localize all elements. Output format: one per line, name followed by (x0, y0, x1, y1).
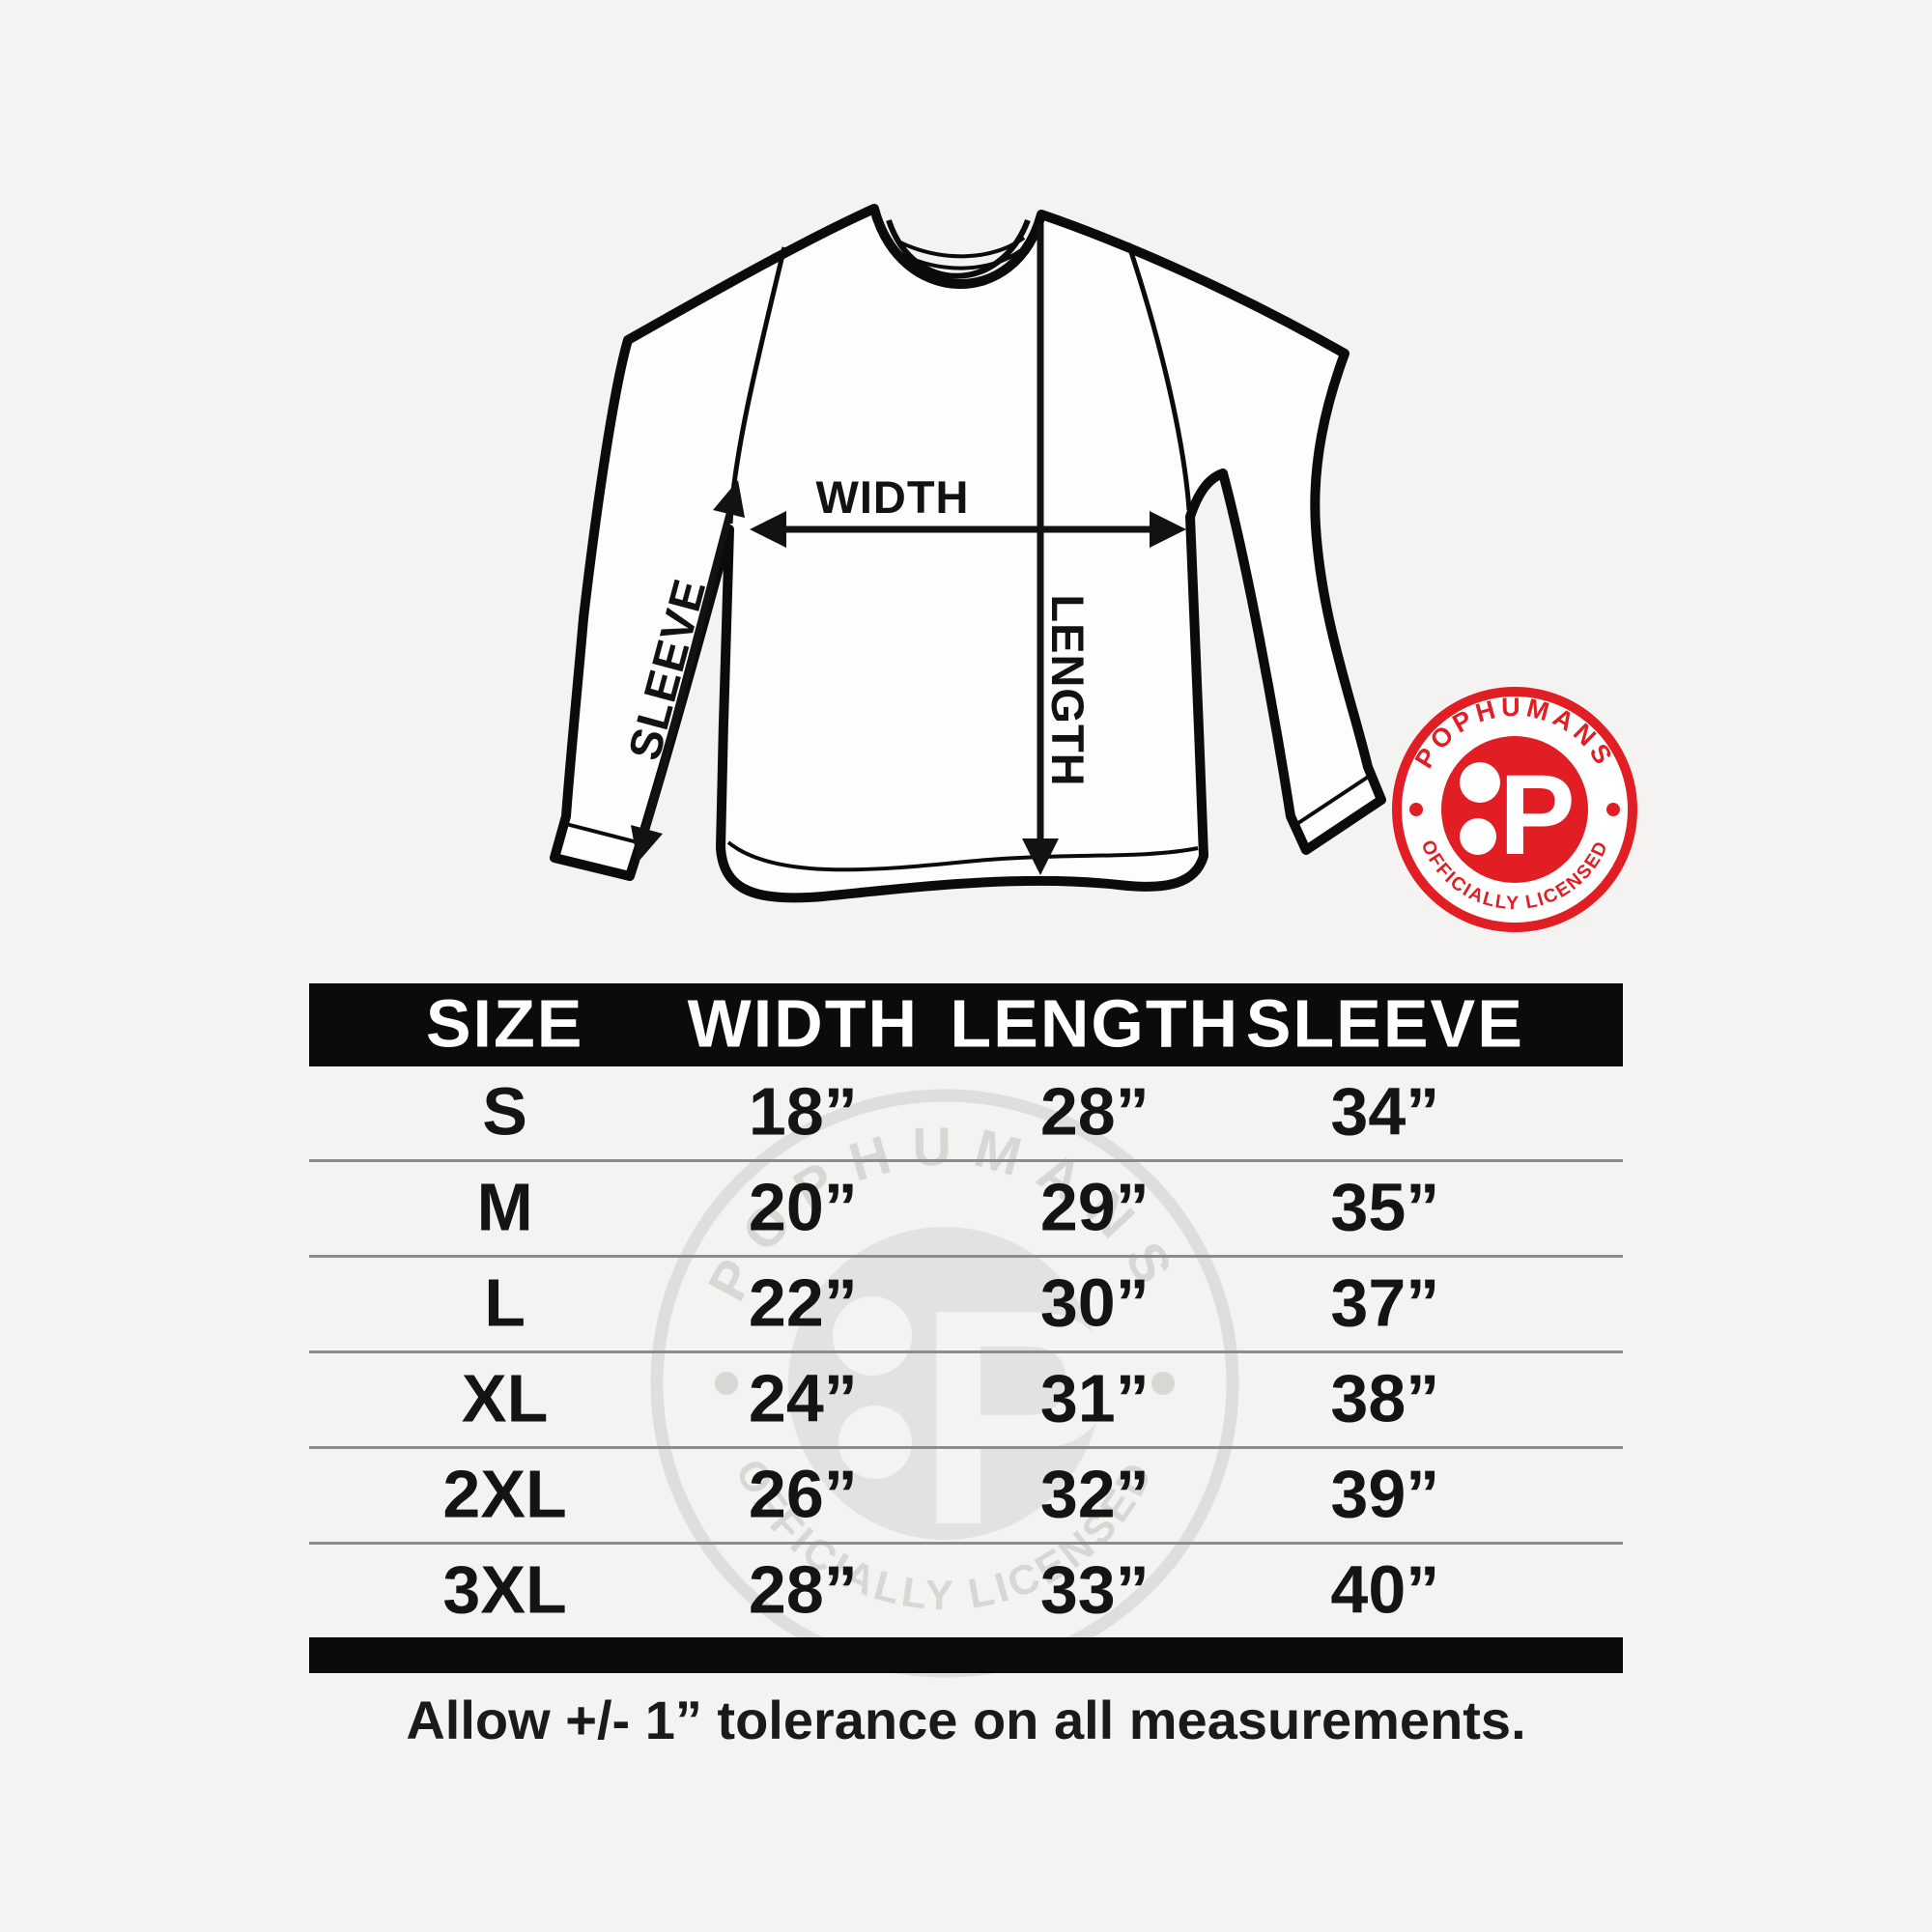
brand-badge: P POPHUMANS OFFICIALLY LICENSED (1392, 687, 1637, 932)
shirt-silhouette (550, 204, 1386, 903)
table-row-m: M 20” 29” 35” (309, 1162, 1623, 1258)
cell-sleeve: 35” (1330, 1169, 1440, 1245)
width-label: WIDTH (815, 471, 969, 523)
cell-length: 33” (1039, 1551, 1150, 1628)
cell-length: 31” (1039, 1360, 1150, 1436)
header-cell-size: SIZE (425, 985, 584, 1062)
cell-size: M (476, 1169, 533, 1245)
cell-size: XL (461, 1360, 549, 1436)
header-cell-length: LENGTH (950, 985, 1240, 1062)
cell-size: 3XL (442, 1551, 567, 1628)
table-row-s: S 18” 28” 34” (309, 1066, 1623, 1162)
table-row-2xl: 2XL 26” 32” 39” (309, 1449, 1623, 1545)
sleeve-arrow (631, 480, 745, 863)
cell-sleeve: 38” (1330, 1360, 1440, 1436)
size-table: SIZE WIDTH LENGTH SLEEVE S 18” 28” 34” M… (309, 983, 1623, 1673)
width-arrow (750, 511, 1186, 548)
header-cell-width: WIDTH (687, 985, 920, 1062)
table-row-xl: XL 24” 31” 38” (309, 1353, 1623, 1449)
cell-sleeve: 39” (1330, 1456, 1440, 1532)
cell-length: 32” (1039, 1456, 1150, 1532)
cell-size: S (482, 1073, 527, 1150)
cell-size: 2XL (442, 1456, 567, 1532)
tolerance-note: Allow +/- 1” tolerance on all measuremen… (406, 1690, 1526, 1750)
table-row-l: L 22” 30” 37” (309, 1258, 1623, 1353)
cell-width: 26” (748, 1456, 858, 1532)
cell-width: 22” (748, 1264, 858, 1341)
table-header-bar: SIZE WIDTH LENGTH SLEEVE (309, 983, 1623, 1066)
cell-width: 28” (748, 1551, 858, 1628)
shirt-drawing (550, 204, 1386, 903)
cell-width: 18” (748, 1073, 858, 1150)
header-cell-sleeve: SLEEVE (1245, 985, 1524, 1062)
table-row-3xl: 3XL 28” 33” 40” (309, 1545, 1623, 1637)
table-bottom-bar (309, 1637, 1623, 1673)
cell-size: L (484, 1264, 526, 1341)
cell-width: 24” (748, 1360, 858, 1436)
length-arrow (1022, 224, 1059, 875)
length-label: LENGTH (1042, 594, 1094, 786)
cell-sleeve: 37” (1330, 1264, 1440, 1341)
cell-sleeve: 40” (1330, 1551, 1440, 1628)
cell-width: 20” (748, 1169, 858, 1245)
watermark-monogram: P (916, 1246, 1121, 1589)
cell-sleeve: 34” (1330, 1073, 1440, 1150)
cell-length: 29” (1039, 1169, 1150, 1245)
badge-monogram: P (1499, 752, 1576, 879)
cell-length: 30” (1039, 1264, 1150, 1341)
cell-length: 28” (1039, 1073, 1150, 1150)
